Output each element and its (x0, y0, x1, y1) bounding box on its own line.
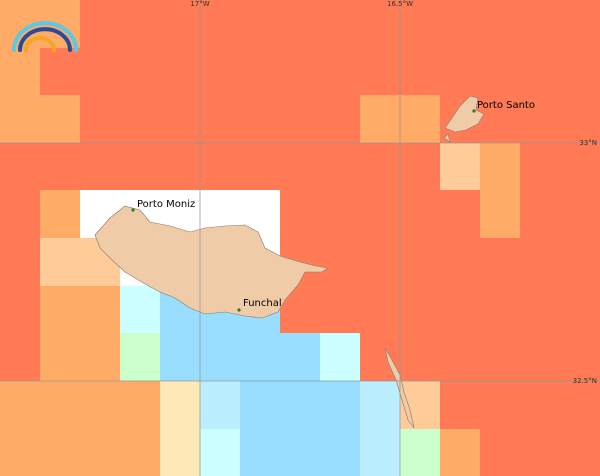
place-label: Porto Santo (477, 100, 535, 111)
logo-arc (24, 36, 56, 52)
logo-arc (12, 21, 78, 52)
cell (320, 333, 360, 381)
logo-arc (18, 27, 72, 52)
cell (0, 381, 160, 476)
cell (160, 333, 320, 381)
cell (120, 286, 160, 333)
cell (400, 429, 440, 476)
cell (160, 381, 200, 476)
desertas (384, 347, 415, 429)
place-dot (131, 208, 135, 212)
place-dot (237, 308, 241, 312)
porto-santo-island (443, 95, 485, 143)
cell (480, 143, 520, 238)
cell (440, 143, 480, 190)
logo (12, 21, 78, 52)
cell (200, 429, 240, 476)
madeira (94, 205, 329, 319)
cell (240, 381, 360, 476)
cell (40, 286, 120, 381)
islands (94, 95, 485, 429)
cell (120, 333, 160, 381)
lat-label: 33°N (579, 139, 597, 147)
lon-label: 17°W (190, 0, 209, 8)
cell (440, 429, 480, 476)
place-markers (131, 109, 476, 312)
cell (40, 190, 80, 238)
place-label: Porto Moniz (137, 199, 195, 210)
lon-label: 16.5°W (387, 0, 413, 8)
cell (360, 381, 400, 476)
place-dot (472, 109, 476, 113)
lat-label: 32.5°N (573, 377, 597, 385)
cell (200, 381, 240, 429)
place-label: Funchal (243, 298, 282, 309)
